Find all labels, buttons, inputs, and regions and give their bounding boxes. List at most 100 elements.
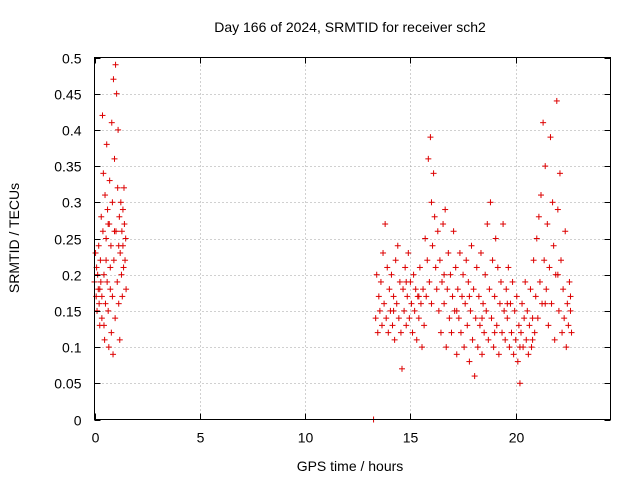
data-point [445,249,452,256]
data-point [100,271,107,278]
data-point [392,257,399,264]
data-point [489,257,496,264]
data-point [517,329,524,336]
data-point [118,271,125,278]
data-point [108,119,115,126]
data-point [393,300,400,307]
data-point [466,293,473,300]
data-point [403,322,410,329]
data-point [536,278,543,285]
data-point [375,293,382,300]
data-point [470,286,477,293]
data-point [404,293,411,300]
data-point [555,307,562,314]
data-point [372,315,379,322]
data-points [91,61,575,423]
data-point [398,365,405,372]
data-point [104,206,111,213]
data-point [112,315,119,322]
x-tick-label: 5 [197,430,205,446]
data-point [567,307,574,314]
data-point [499,329,506,336]
data-point [442,206,449,213]
data-point [561,315,568,322]
data-point [108,329,115,336]
data-point [107,242,114,249]
data-point [523,336,530,343]
data-point [512,336,519,343]
y-tick-label: 0.35 [54,159,81,175]
data-point [109,199,116,206]
data-point [444,286,451,293]
x-axis-label: GPS time / hours [297,458,404,474]
data-point [110,351,117,358]
data-point [426,278,433,285]
data-point [377,278,384,285]
data-point [113,90,120,97]
data-point [550,242,557,249]
data-point [469,336,476,343]
data-point [475,293,482,300]
data-point [373,271,380,278]
data-point [449,293,456,300]
data-point [120,184,127,191]
data-point [115,242,122,249]
data-point [109,293,116,300]
data-point [548,300,555,307]
data-point [483,307,490,314]
data-point [500,221,507,228]
data-point [115,300,122,307]
data-point [527,286,534,293]
data-point [526,322,533,329]
data-point [429,242,436,249]
data-point [519,300,526,307]
data-point [532,293,539,300]
data-point [505,264,512,271]
data-point [103,141,110,148]
data-point [542,300,549,307]
data-point [457,329,464,336]
data-point [427,134,434,141]
data-point [547,134,554,141]
data-point [537,192,544,199]
data-point [111,155,118,162]
y-tick-label: 0.5 [62,51,82,67]
y-tick-label: 0.25 [54,232,81,248]
data-point [424,257,431,264]
data-point [567,293,574,300]
data-point [119,293,126,300]
data-point [563,344,570,351]
data-point [556,170,563,177]
data-point [105,221,112,228]
data-point [466,358,473,365]
data-point [116,213,123,220]
data-point [461,344,468,351]
data-point [94,271,101,278]
data-point [420,286,427,293]
data-point [409,329,416,336]
data-point [95,242,102,249]
data-point [434,228,441,235]
data-point [437,329,444,336]
data-point [441,300,448,307]
data-point [510,351,517,358]
data-point [549,199,556,206]
data-point [119,206,126,213]
data-point [521,315,528,322]
data-point [553,97,560,104]
data-point [459,293,466,300]
data-point [408,300,415,307]
data-point [503,286,510,293]
data-point [511,307,518,314]
data-point [565,322,572,329]
data-point [464,322,471,329]
data-point [100,170,107,177]
data-point [413,336,420,343]
data-point [410,271,417,278]
data-point [504,315,511,322]
data-point [533,235,540,242]
data-point [496,300,503,307]
data-point [453,307,460,314]
data-point [106,177,113,184]
data-point [123,286,130,293]
